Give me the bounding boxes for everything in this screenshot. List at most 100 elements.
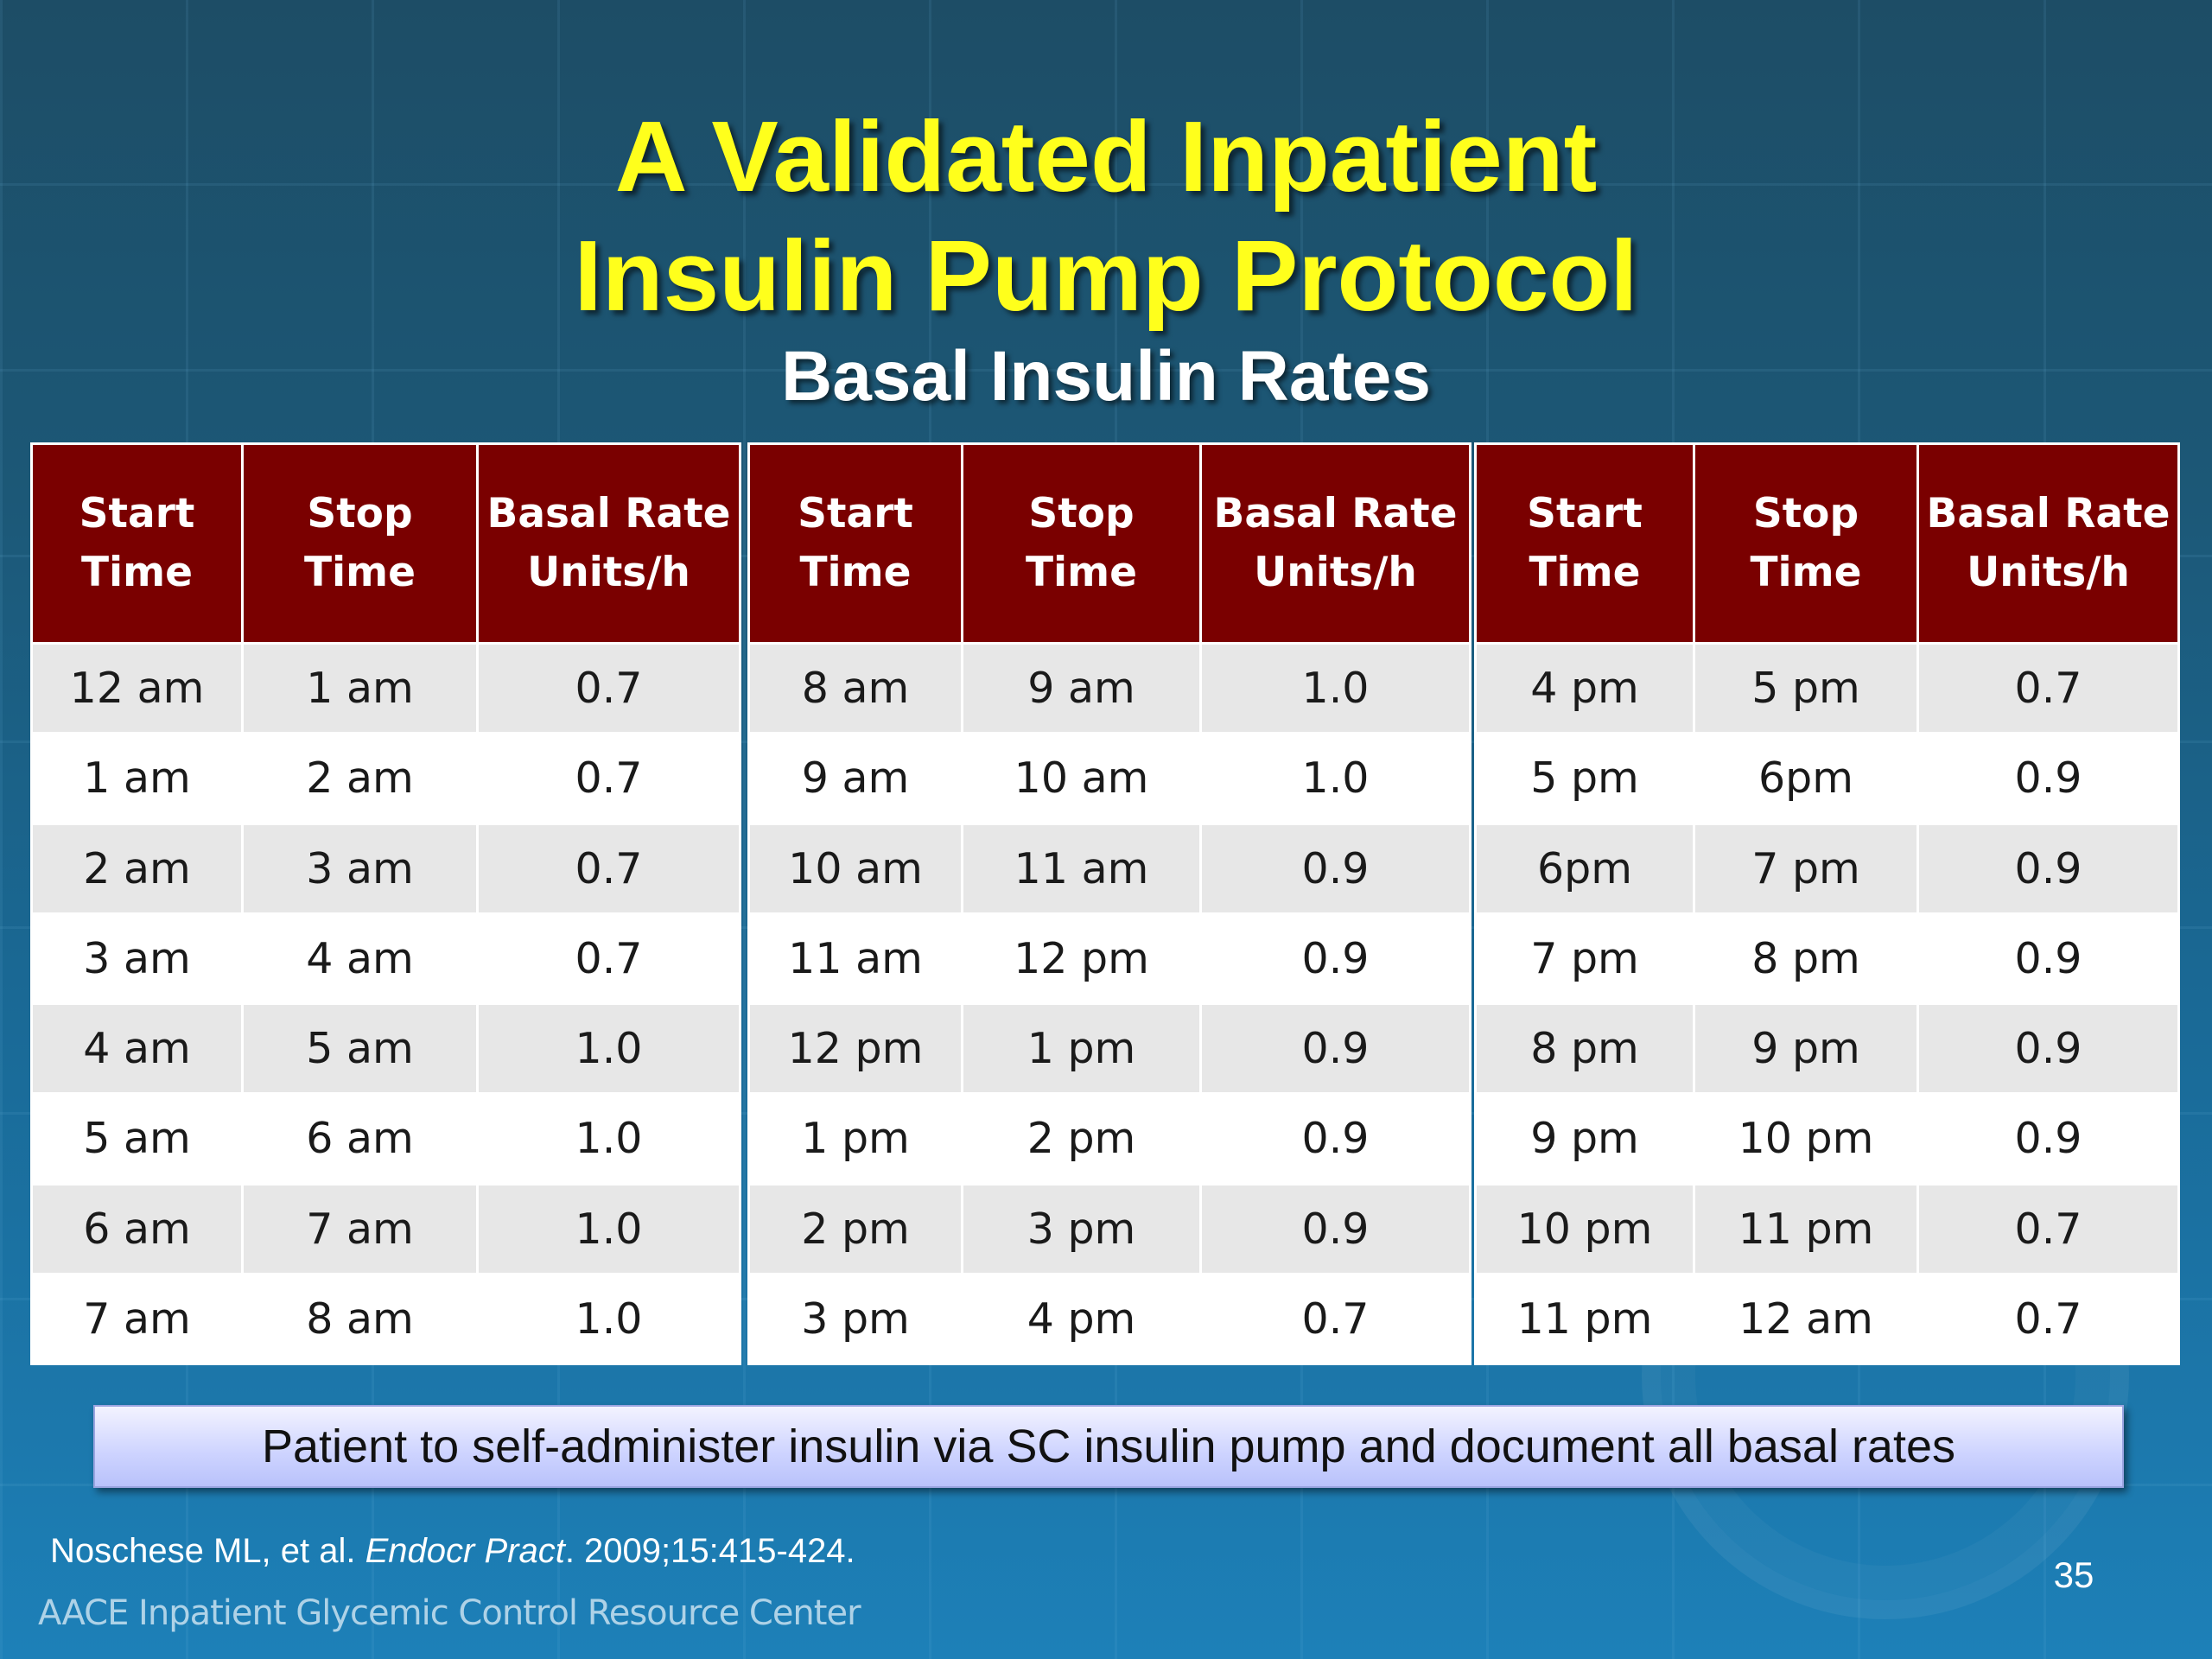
basal-rates-table-1: Start Time Stop Time Basal Rate Units/h 12 … — [30, 442, 741, 1366]
header-start-time: Start Time — [30, 442, 244, 645]
table-row: 5 am 6 am 1.0 — [30, 1092, 741, 1185]
slide-title: A Validated Inpatient Insulin Pump Proto… — [0, 97, 2212, 335]
table-row: 4 pm 5 pm 0.7 — [1474, 641, 2180, 735]
basal-rate-cell: 1.0 — [476, 1182, 741, 1275]
basal-rate-cell: 0.9 — [1916, 1092, 2180, 1185]
table-row: 12 pm 1 pm 0.9 — [747, 1001, 1471, 1096]
citation-authors: Noschese ML, et al. — [50, 1532, 365, 1570]
start-time-cell: 9 am — [747, 732, 963, 825]
start-time-cell: 9 pm — [1474, 1092, 1695, 1185]
stop-time-cell: 5 pm — [1693, 641, 1919, 735]
table-row: 5 pm 6pm 0.9 — [1474, 732, 2180, 825]
start-time-cell: 6 am — [30, 1182, 244, 1275]
basal-rate-cell: 0.7 — [476, 912, 741, 1006]
basal-rate-cell: 1.0 — [1199, 641, 1471, 735]
stop-time-cell: 12 am — [1693, 1272, 1919, 1366]
header-basal-rate: Basal Rate Units/h — [1199, 442, 1471, 645]
start-time-cell: 10 pm — [1474, 1182, 1695, 1275]
basal-rate-cell: 0.9 — [1916, 822, 2180, 915]
basal-rates-table-3: Start Time Stop Time Basal Rate Units/h 4 p… — [1474, 442, 2180, 1366]
basal-rate-cell: 0.7 — [1916, 1272, 2180, 1366]
table-row: 2 pm 3 pm 0.9 — [747, 1182, 1471, 1275]
stop-time-cell: 9 am — [961, 641, 1202, 735]
basal-rate-cell: 0.7 — [1916, 641, 2180, 735]
stop-time-cell: 10 am — [961, 732, 1202, 825]
start-time-cell: 11 am — [747, 912, 963, 1006]
stop-time-cell: 11 am — [961, 822, 1202, 915]
stop-time-cell: 1 am — [241, 641, 479, 735]
basal-rate-cell: 0.7 — [476, 641, 741, 735]
table-row: 1 am 2 am 0.7 — [30, 732, 741, 825]
stop-time-cell: 5 am — [241, 1001, 479, 1096]
basal-rate-cell: 0.9 — [1199, 822, 1471, 915]
stop-time-cell: 1 pm — [961, 1001, 1202, 1096]
stop-time-cell: 3 pm — [961, 1182, 1202, 1275]
stop-time-cell: 8 am — [241, 1272, 479, 1366]
stop-time-cell: 6pm — [1693, 732, 1919, 825]
table-row: 12 am 1 am 0.7 — [30, 641, 741, 735]
footer-source: AACE Inpatient Glycemic Control Resource… — [38, 1593, 861, 1633]
table-row: 6 am 7 am 1.0 — [30, 1182, 741, 1275]
header-stop-time: Stop Time — [1693, 442, 1919, 645]
start-time-cell: 8 pm — [1474, 1001, 1695, 1096]
table-row: 1 pm 2 pm 0.9 — [747, 1092, 1471, 1185]
start-time-cell: 2 am — [30, 822, 244, 915]
stop-time-cell: 2 pm — [961, 1092, 1202, 1185]
start-time-cell: 7 pm — [1474, 912, 1695, 1006]
start-time-cell: 10 am — [747, 822, 963, 915]
stop-time-cell: 7 pm — [1693, 822, 1919, 915]
stop-time-cell: 7 am — [241, 1182, 479, 1275]
basal-rate-cell: 0.7 — [1199, 1272, 1471, 1366]
stop-time-cell: 8 pm — [1693, 912, 1919, 1006]
start-time-cell: 8 am — [747, 641, 963, 735]
stop-time-cell: 4 pm — [961, 1272, 1202, 1366]
start-time-cell: 4 pm — [1474, 641, 1695, 735]
stop-time-cell: 6 am — [241, 1092, 479, 1185]
start-time-cell: 4 am — [30, 1001, 244, 1096]
basal-rate-cell: 1.0 — [476, 1092, 741, 1185]
title-line-1: A Validated Inpatient — [614, 100, 1598, 213]
page-number: 35 — [2053, 1554, 2094, 1595]
table-row: 11 pm 12 am 0.7 — [1474, 1272, 2180, 1366]
start-time-cell: 12 am — [30, 641, 244, 735]
table-row: 7 am 8 am 1.0 — [30, 1272, 741, 1366]
start-time-cell: 5 am — [30, 1092, 244, 1185]
basal-rate-cell: 1.0 — [476, 1001, 741, 1096]
table-row: 11 am 12 pm 0.9 — [747, 912, 1471, 1006]
start-time-cell: 12 pm — [747, 1001, 963, 1096]
basal-rate-cell: 0.7 — [476, 822, 741, 915]
table-row: 3 am 4 am 0.7 — [30, 912, 741, 1006]
slide-subtitle: Basal Insulin Rates — [781, 337, 1431, 416]
table-row: 9 am 10 am 1.0 — [747, 732, 1471, 825]
basal-rate-cell: 0.9 — [1916, 912, 2180, 1006]
table-row: 3 pm 4 pm 0.7 — [747, 1272, 1471, 1366]
stop-time-cell: 4 am — [241, 912, 479, 1006]
start-time-cell: 1 am — [30, 732, 244, 825]
start-time-cell: 3 pm — [747, 1272, 963, 1366]
table-row: 10 am 11 am 0.9 — [747, 822, 1471, 915]
header-start-time: Start Time — [1474, 442, 1695, 645]
protocol-note-banner: Patient to self-administer insulin via S… — [93, 1405, 2124, 1488]
basal-rate-cell: 0.9 — [1199, 1182, 1471, 1275]
basal-rate-cell: 0.9 — [1199, 1001, 1471, 1096]
basal-rate-cell: 0.7 — [476, 732, 741, 825]
stop-time-cell: 2 am — [241, 732, 479, 825]
basal-rate-cell: 1.0 — [476, 1272, 741, 1366]
table-row: 6pm 7 pm 0.9 — [1474, 822, 2180, 915]
table-row: 7 pm 8 pm 0.9 — [1474, 912, 2180, 1006]
basal-rate-cell: 0.9 — [1916, 1001, 2180, 1096]
citation-journal: Endocr Pract — [365, 1532, 565, 1570]
basal-rate-cell: 0.9 — [1916, 732, 2180, 825]
stop-time-cell: 3 am — [241, 822, 479, 915]
header-start-time: Start Time — [747, 442, 963, 645]
citation-details: . 2009;15:415-424. — [564, 1532, 855, 1570]
stop-time-cell: 10 pm — [1693, 1092, 1919, 1185]
table-row: 2 am 3 am 0.7 — [30, 822, 741, 915]
stop-time-cell: 11 pm — [1693, 1182, 1919, 1275]
header-basal-rate: Basal Rate Units/h — [476, 442, 741, 645]
header-stop-time: Stop Time — [961, 442, 1202, 645]
table-row: 4 am 5 am 1.0 — [30, 1001, 741, 1096]
basal-rate-cell: 1.0 — [1199, 732, 1471, 825]
start-time-cell: 2 pm — [747, 1182, 963, 1275]
